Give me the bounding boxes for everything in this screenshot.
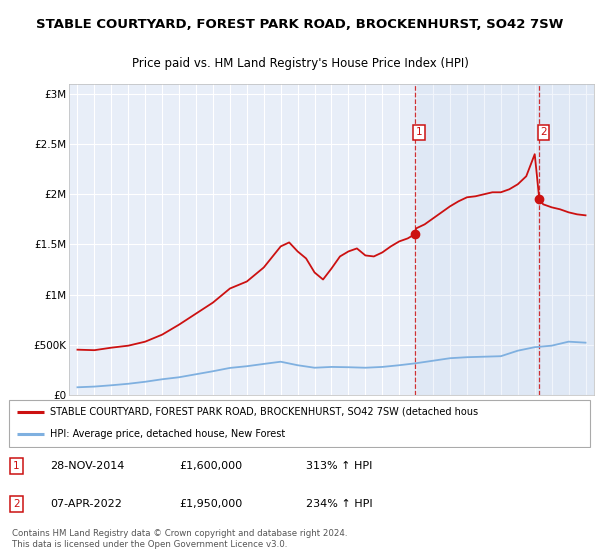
Text: 2: 2 [13, 499, 20, 508]
Text: 1: 1 [416, 127, 422, 137]
Text: £1,950,000: £1,950,000 [179, 499, 243, 508]
Text: 313% ↑ HPI: 313% ↑ HPI [306, 461, 372, 471]
Bar [539, 84, 594, 395]
Text: 1: 1 [13, 461, 20, 471]
Text: 234% ↑ HPI: 234% ↑ HPI [306, 499, 373, 508]
Bar [415, 84, 539, 395]
Text: HPI: Average price, detached house, New Forest: HPI: Average price, detached house, New … [50, 429, 286, 439]
Text: Price paid vs. HM Land Registry's House Price Index (HPI): Price paid vs. HM Land Registry's House … [131, 57, 469, 70]
Text: 07-APR-2022: 07-APR-2022 [50, 499, 122, 508]
Text: STABLE COURTYARD, FOREST PARK ROAD, BROCKENHURST, SO42 7SW (detached hous: STABLE COURTYARD, FOREST PARK ROAD, BROC… [50, 407, 478, 417]
Text: 2: 2 [540, 127, 547, 137]
FancyBboxPatch shape [9, 400, 590, 447]
Text: Contains HM Land Registry data © Crown copyright and database right 2024.
This d: Contains HM Land Registry data © Crown c… [12, 529, 347, 549]
Text: 28-NOV-2014: 28-NOV-2014 [50, 461, 124, 471]
Text: £1,600,000: £1,600,000 [179, 461, 242, 471]
Text: STABLE COURTYARD, FOREST PARK ROAD, BROCKENHURST, SO42 7SW: STABLE COURTYARD, FOREST PARK ROAD, BROC… [37, 18, 563, 31]
